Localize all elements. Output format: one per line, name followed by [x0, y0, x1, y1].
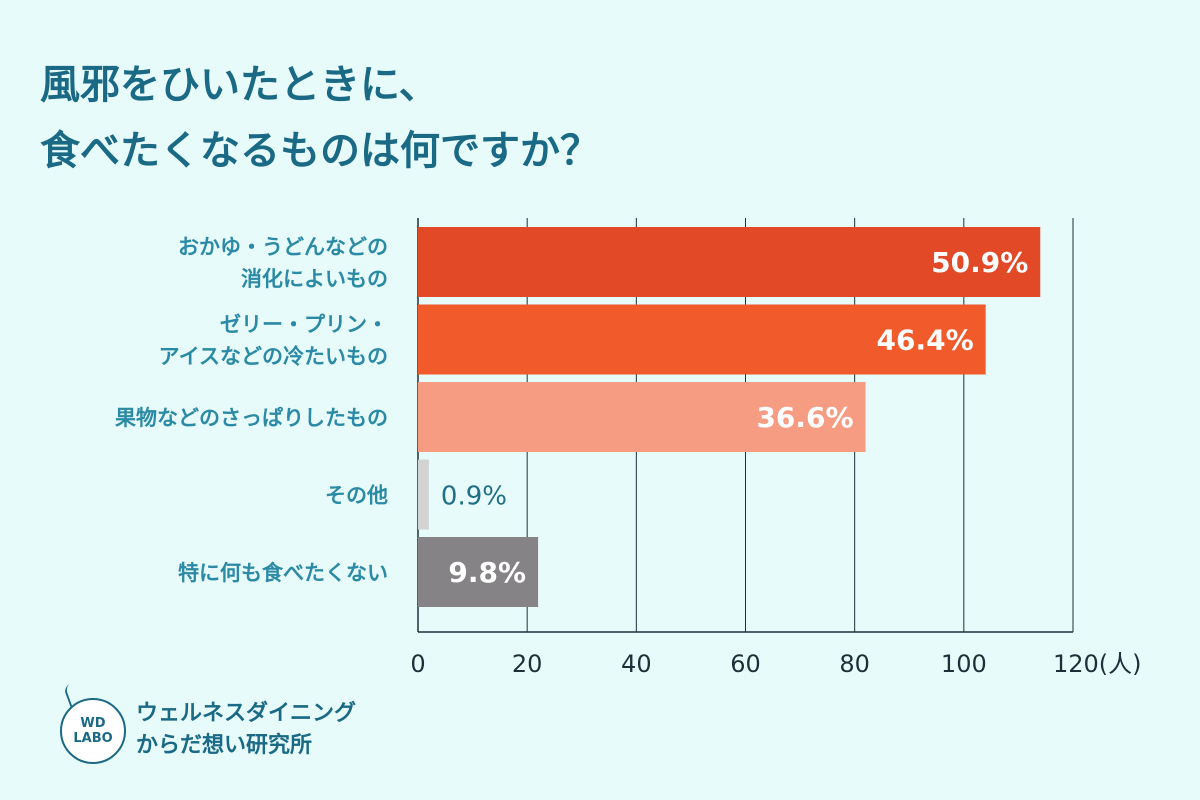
- category-label: 特に何も食べたくない: [178, 561, 388, 585]
- x-tick-label: 100: [941, 650, 987, 678]
- logo-badge-line-2: LABO: [73, 731, 113, 746]
- bar: [418, 227, 1041, 297]
- category-label: アイスなどの冷たいもの: [159, 345, 388, 369]
- bar: [418, 382, 866, 452]
- category-label: おかゆ・うどんなどの: [178, 235, 388, 259]
- x-tick-label: 40: [621, 650, 652, 678]
- logo-badge-line-1: WD: [80, 716, 106, 731]
- logo-name-line-2: からだ想い研究所: [136, 733, 313, 758]
- chart-title: 風邪をひいたときに、 食べたくなるものは何ですか？: [40, 52, 600, 184]
- category-label: その他: [325, 484, 388, 508]
- bar: [418, 537, 539, 607]
- logo-name-line-1: ウェルネスダイニング: [136, 701, 357, 726]
- title-line-2: 食べたくなるものは何ですか？: [40, 128, 600, 174]
- value-label: 36.6%: [756, 401, 853, 434]
- value-label: 9.8%: [448, 556, 526, 589]
- x-tick-label: 20: [512, 650, 543, 678]
- bar: [418, 459, 429, 530]
- x-tick-label: 60: [730, 650, 761, 678]
- value-label: 0.9%: [441, 482, 507, 512]
- title-line-1: 風邪をひいたときに、: [40, 62, 439, 108]
- category-label: ゼリー・プリン・: [220, 313, 388, 337]
- value-label: 50.9%: [931, 246, 1028, 279]
- logo-text: ウェルネスダイニング からだ想い研究所: [136, 698, 356, 762]
- logo-badge-icon: WD LABO: [60, 698, 126, 764]
- brand-logo: WD LABO ウェルネスダイニング からだ想い研究所: [52, 676, 382, 766]
- category-label: 消化によいもの: [241, 267, 388, 291]
- x-tick-label: 120(人): [1053, 650, 1142, 678]
- bar: [418, 304, 986, 375]
- value-label: 46.4%: [877, 324, 974, 357]
- category-label: 果物などのさっぱりしたもの: [115, 406, 388, 430]
- x-tick-label: 80: [839, 650, 870, 678]
- x-tick-label: 0: [410, 650, 425, 678]
